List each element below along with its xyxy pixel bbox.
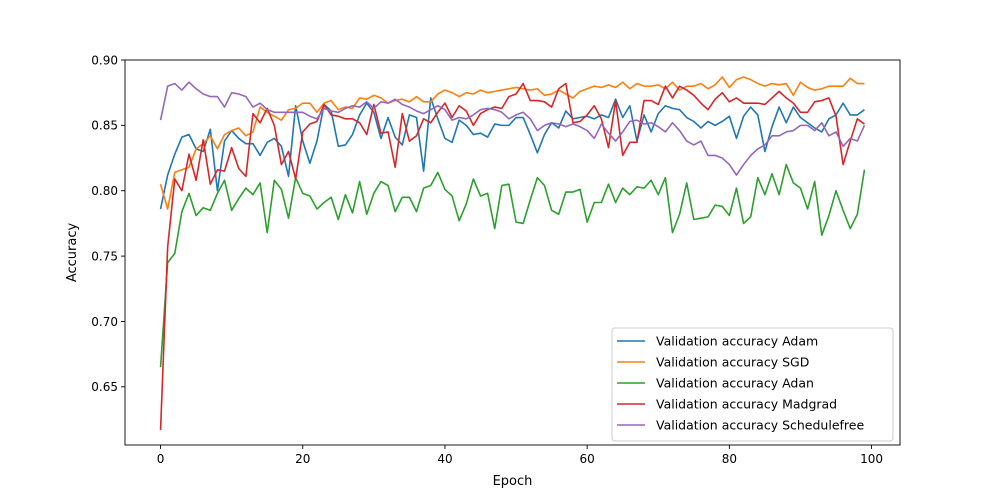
x-tick-label: 20 [295, 452, 310, 466]
x-tick-label: 40 [437, 452, 452, 466]
y-tick-label: 0.85 [91, 119, 118, 133]
series-line-4 [159, 82, 865, 431]
legend: Validation accuracy Adam Validation accur… [611, 327, 894, 442]
legend-label-1: Validation accuracy Adam [656, 334, 818, 349]
x-tick-label: 80 [722, 452, 737, 466]
legend-box [611, 327, 894, 442]
x-tick-label: 60 [580, 452, 595, 466]
legend-label-4: Validation accuracy Madgrad [656, 397, 837, 412]
legend-label-5: Validation accuracy Schedulefree [656, 418, 864, 433]
x-axis-label: Epoch [493, 474, 533, 489]
series-line-2 [159, 76, 865, 210]
axes-layer: 0 20 40 60 80 100 0.65 0.70 0.75 0.80 0.85 0.90 [91, 53, 901, 466]
y-tick-label: 0.80 [91, 184, 118, 198]
series-line-5 [159, 81, 866, 176]
y-axis-label: Accuracy [65, 223, 80, 283]
y-tick-label: 0.90 [91, 53, 118, 67]
x-tick-label: 100 [860, 452, 883, 466]
y-tick-label: 0.75 [91, 249, 118, 263]
series-line-3 [159, 163, 866, 368]
y-tick-label: 0.65 [91, 380, 118, 394]
plot-frame [124, 59, 901, 446]
y-tick-label: 0.70 [91, 315, 118, 329]
x-tick-label: 0 [157, 452, 165, 466]
series-layer [159, 76, 866, 431]
legend-label-3: Validation accuracy Adan [656, 376, 814, 391]
legend-label-2: Validation accuracy SGD [656, 355, 809, 370]
